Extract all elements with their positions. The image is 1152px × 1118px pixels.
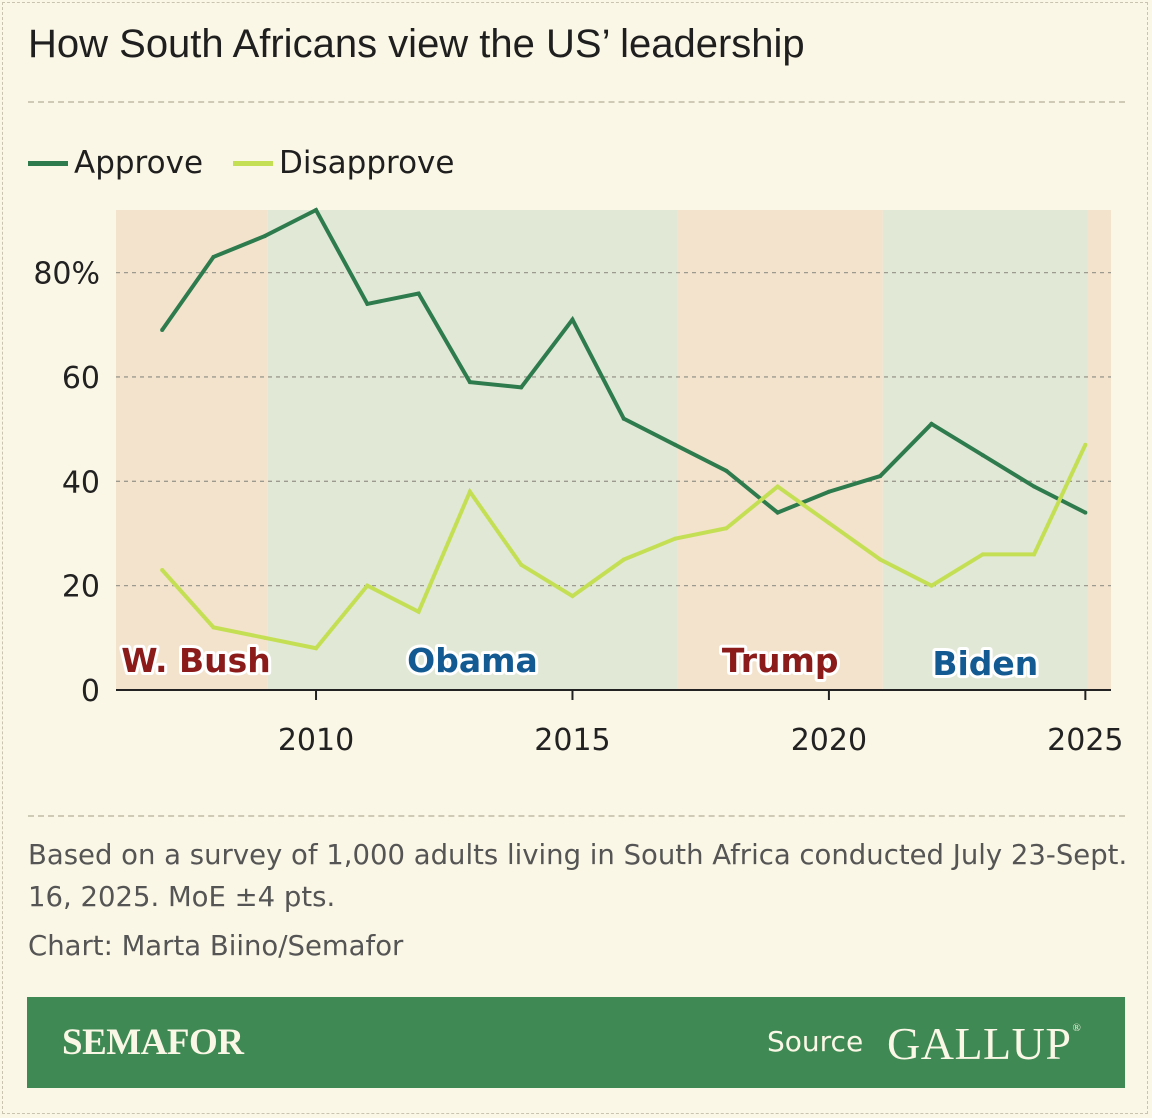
data-point-disapprove (416, 609, 421, 614)
data-point-disapprove (878, 557, 883, 562)
semafor-logo: SEMAFOR (62, 1022, 244, 1063)
title-divider (28, 101, 1125, 103)
data-point-disapprove (1032, 552, 1037, 557)
legend-item-disapprove: Disapprove (233, 145, 454, 181)
data-point-approve (570, 317, 575, 322)
data-point-disapprove (1083, 442, 1088, 447)
x-tick-label: 2015 (534, 723, 610, 758)
presidency-band-biden (882, 210, 1088, 690)
legend-label-disapprove: Disapprove (279, 145, 455, 181)
chart-title: How South Africans view the US’ leadersh… (28, 22, 805, 66)
data-point-approve (673, 442, 678, 447)
data-point-approve (1032, 484, 1037, 489)
line-chart: 0 20 40 60 80% 2010 2015 2020 2025 W. Bush Obama… (33, 207, 1124, 758)
data-point-disapprove (980, 552, 985, 557)
x-tick-label: 2025 (1047, 723, 1123, 758)
data-point-approve (262, 234, 267, 239)
notes-divider (28, 815, 1125, 817)
data-point-approve (621, 416, 626, 421)
data-point-disapprove (365, 583, 370, 588)
data-point-disapprove (314, 646, 319, 651)
presidency-band-current (1087, 210, 1111, 690)
presidency-labels: W. Bush Obama Trump Biden (118, 638, 1041, 686)
presidency-band-trump (677, 210, 883, 690)
data-point-approve (416, 291, 421, 296)
data-point-approve (775, 510, 780, 515)
data-point-approve (929, 421, 934, 426)
data-point-disapprove (211, 625, 216, 630)
survey-note: Based on a survey of 1,000 adults living… (28, 839, 1128, 913)
chart-legend: Approve Disapprove (28, 143, 454, 183)
presidency-band-obama (267, 210, 678, 690)
y-tick-label: 20 (62, 570, 100, 605)
footer-bar: SEMAFOR Source GALLUP® (27, 997, 1125, 1088)
y-tick-label: 60 (62, 361, 100, 396)
gallup-logo: GALLUP® (887, 1017, 1081, 1070)
data-point-disapprove (262, 635, 267, 640)
data-point-disapprove (519, 562, 524, 567)
data-point-approve (878, 474, 883, 479)
presidency-band-w-bush (116, 210, 268, 690)
legend-item-approve: Approve (28, 145, 203, 181)
data-point-disapprove (160, 568, 165, 572)
data-point-approve (211, 254, 216, 259)
data-point-approve (160, 328, 165, 332)
data-point-disapprove (775, 484, 780, 489)
x-tick-label: 2010 (278, 723, 354, 758)
y-tick-label: 0 (81, 674, 100, 709)
data-point-approve (519, 385, 524, 390)
data-point-disapprove (826, 521, 831, 526)
data-point-approve (826, 489, 831, 494)
legend-swatch-disapprove (233, 160, 274, 166)
data-point-approve (365, 301, 370, 306)
gallup-wordmark: GALLUP (887, 1018, 1072, 1069)
y-tick-label: 40 (62, 465, 100, 500)
data-point-approve (314, 208, 319, 212)
series-lines (160, 207, 1088, 651)
data-point-disapprove (724, 526, 729, 531)
data-point-disapprove (673, 536, 678, 541)
presidency-label-trump: Trump (722, 641, 839, 680)
data-point-approve (1083, 510, 1088, 515)
data-point-disapprove (570, 594, 575, 599)
presidency-label-biden: Biden (932, 644, 1038, 683)
chart-credit: Chart: Marta Biino/Semafor (28, 930, 404, 962)
legend-swatch-approve (28, 160, 68, 166)
data-point-approve (980, 453, 985, 458)
x-axis: 2010 2015 2020 2025 (116, 689, 1124, 758)
y-tick-label: 80% (33, 257, 100, 292)
presidency-label-obama: Obama (407, 641, 538, 680)
presidency-bands (116, 210, 1111, 690)
data-point-disapprove (621, 557, 626, 562)
data-point-approve (467, 380, 472, 385)
data-point-approve (724, 468, 729, 473)
presidency-label-w-bush: W. Bush (121, 641, 271, 680)
x-tick-label: 2020 (791, 723, 867, 758)
data-point-disapprove (467, 489, 472, 494)
gridlines: 0 20 40 60 80% (33, 257, 1111, 709)
legend-label-approve: Approve (74, 145, 204, 181)
data-point-disapprove (929, 583, 934, 588)
registered-mark: ® (1072, 1022, 1082, 1034)
source-label: Source (767, 1025, 864, 1058)
